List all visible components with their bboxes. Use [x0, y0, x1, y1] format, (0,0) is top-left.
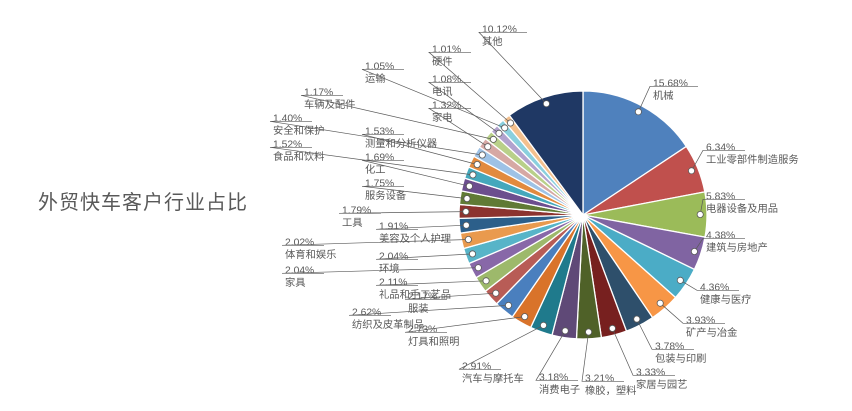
- svg-text:包装与印刷: 包装与印刷: [655, 352, 706, 365]
- svg-text:1.69%: 1.69%: [365, 152, 394, 163]
- svg-text:3.78%: 3.78%: [655, 341, 684, 352]
- svg-text:建筑与房地产: 建筑与房地产: [706, 241, 768, 254]
- svg-text:2.11%: 2.11%: [379, 277, 407, 288]
- svg-text:化工: 化工: [365, 163, 386, 176]
- svg-text:2.62%: 2.62%: [352, 307, 381, 318]
- svg-text:6.34%: 6.34%: [706, 142, 735, 153]
- svg-text:1.91%: 1.91%: [379, 221, 408, 232]
- svg-text:1.17%: 1.17%: [304, 87, 333, 98]
- svg-text:1.52%: 1.52%: [273, 139, 302, 150]
- svg-text:健康与医疗: 健康与医疗: [700, 293, 751, 306]
- svg-text:5.83%: 5.83%: [706, 191, 735, 202]
- svg-text:3.93%: 3.93%: [686, 315, 715, 326]
- svg-text:汽车与摩托车: 汽车与摩托车: [462, 372, 524, 385]
- svg-text:15.68%: 15.68%: [653, 78, 688, 89]
- svg-text:服装: 服装: [408, 302, 429, 315]
- svg-text:测量和分析仪器: 测量和分析仪器: [365, 137, 437, 150]
- svg-text:美容及个人护理: 美容及个人护理: [379, 232, 451, 245]
- svg-text:1.08%: 1.08%: [432, 74, 461, 85]
- svg-text:服务设备: 服务设备: [365, 189, 407, 202]
- svg-text:1.01%: 1.01%: [432, 44, 461, 55]
- svg-text:4.36%: 4.36%: [700, 282, 729, 293]
- svg-text:体育和娱乐: 体育和娱乐: [285, 248, 336, 261]
- svg-text:1.40%: 1.40%: [273, 113, 302, 124]
- svg-text:3.18%: 3.18%: [539, 372, 568, 383]
- svg-text:安全和保护: 安全和保护: [273, 124, 324, 137]
- svg-text:车辆及配件: 车辆及配件: [304, 98, 355, 111]
- svg-text:1.32%: 1.32%: [432, 100, 461, 111]
- svg-text:消费电子: 消费电子: [539, 383, 580, 396]
- svg-text:3.33%: 3.33%: [636, 367, 665, 378]
- svg-text:橡胶，塑料: 橡胶，塑料: [585, 384, 636, 397]
- svg-text:电讯: 电讯: [432, 85, 453, 98]
- svg-text:1.75%: 1.75%: [365, 178, 394, 189]
- svg-text:运输: 运输: [365, 72, 386, 85]
- svg-text:其他: 其他: [482, 35, 503, 48]
- svg-text:2.91%: 2.91%: [462, 361, 491, 372]
- svg-text:1.79%: 1.79%: [342, 205, 371, 216]
- svg-text:礼品和手工艺品: 礼品和手工艺品: [379, 288, 451, 301]
- svg-text:工具: 工具: [342, 217, 363, 229]
- svg-text:家具: 家具: [285, 276, 306, 289]
- svg-text:4.38%: 4.38%: [706, 230, 735, 241]
- svg-text:食品和饮料: 食品和饮料: [273, 150, 324, 163]
- svg-text:3.21%: 3.21%: [585, 373, 614, 384]
- svg-text:电器设备及用品: 电器设备及用品: [706, 202, 778, 215]
- svg-text:1.05%: 1.05%: [365, 61, 394, 72]
- svg-text:环境: 环境: [379, 262, 400, 275]
- svg-text:纺织及皮革制品: 纺织及皮革制品: [352, 318, 424, 331]
- svg-text:矿产与冶金: 矿产与冶金: [686, 326, 737, 339]
- svg-text:2.04%: 2.04%: [285, 265, 314, 276]
- svg-text:2.04%: 2.04%: [379, 251, 408, 262]
- svg-text:1.53%: 1.53%: [365, 126, 394, 137]
- svg-text:硬件: 硬件: [432, 56, 453, 68]
- svg-text:灯具和照明: 灯具和照明: [408, 336, 459, 348]
- svg-text:家电: 家电: [432, 111, 453, 124]
- svg-text:2.02%: 2.02%: [285, 237, 314, 248]
- svg-text:工业零部件制造服务: 工业零部件制造服务: [706, 153, 799, 166]
- svg-text:家居与园艺: 家居与园艺: [636, 378, 687, 391]
- svg-text:10.12%: 10.12%: [482, 24, 517, 35]
- svg-text:机械: 机械: [653, 89, 674, 102]
